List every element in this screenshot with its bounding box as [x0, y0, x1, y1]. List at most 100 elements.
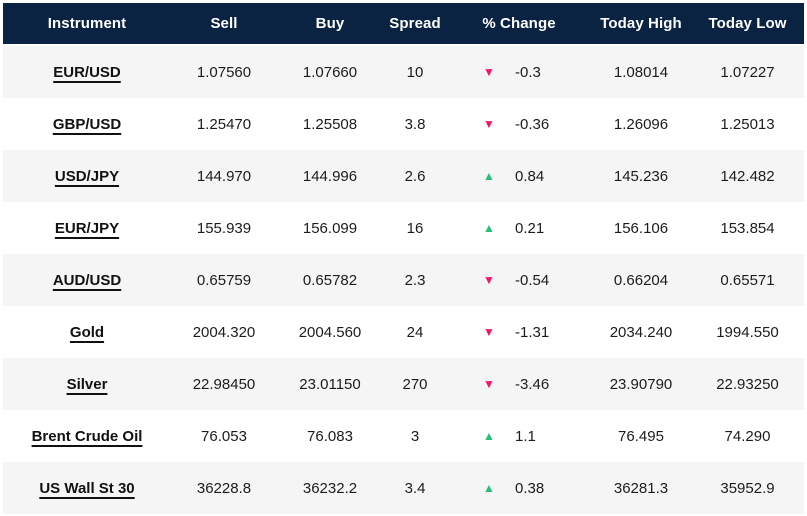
- down-arrow-icon: ▼: [483, 65, 495, 79]
- change-cell: ▲ 0.21: [447, 220, 591, 237]
- table-row: EUR/JPY 155.939 156.099 16 ▲ 0.21 156.106 153.8…: [3, 202, 804, 254]
- buy-value: 1.25508: [302, 115, 358, 133]
- change-value: 0.38: [515, 479, 545, 497]
- change-cell: ▼ -0.54: [447, 272, 591, 289]
- change-value: -0.36: [515, 115, 550, 133]
- change-value: -0.54: [515, 271, 550, 289]
- instrument-cell: Silver: [3, 376, 171, 393]
- table-row: US Wall St 30 36228.8 36232.2 3.4 ▲ 0.38 36281…: [3, 462, 804, 514]
- change-cell: ▼ -0.36: [447, 116, 591, 133]
- today-low-value: 22.93250: [716, 375, 779, 393]
- buy-value: 36232.2: [302, 479, 358, 497]
- up-arrow-icon: ▲: [483, 169, 495, 183]
- up-arrow-icon: ▲: [483, 429, 495, 443]
- down-arrow-icon: ▼: [483, 273, 495, 287]
- instrument-cell: EUR/USD: [3, 64, 171, 81]
- header-cell-today-high: Today High: [600, 15, 682, 32]
- header-cell-change: % Change: [482, 15, 556, 32]
- sell-value: 144.970: [196, 167, 252, 185]
- today-high-value: 156.106: [613, 219, 669, 237]
- instrument-cell: Brent Crude Oil: [3, 428, 171, 445]
- buy-value: 2004.560: [298, 323, 362, 341]
- buy-value: 23.01150: [299, 375, 361, 393]
- today-high-value: 2034.240: [609, 323, 673, 341]
- change-value: -0.3: [515, 63, 541, 81]
- header-cell-today-low: Today Low: [708, 15, 787, 32]
- today-low-value: 1.07227: [720, 63, 775, 81]
- instrument-link[interactable]: EUR/JPY: [54, 219, 120, 237]
- sell-value: 155.939: [196, 219, 252, 237]
- spread-value: 10: [406, 63, 424, 81]
- instrument-link[interactable]: Brent Crude Oil: [31, 427, 143, 445]
- sell-value: 22.98450: [192, 375, 256, 393]
- spread-value: 3.4: [404, 479, 426, 497]
- instrument-link[interactable]: Silver: [66, 375, 108, 393]
- instrument-cell: US Wall St 30: [3, 480, 171, 497]
- change-value: 0.21: [515, 219, 545, 237]
- today-high-value: 36281.3: [613, 479, 669, 497]
- spread-value: 270: [402, 375, 428, 393]
- today-high-value: 76.495: [618, 427, 664, 445]
- sell-value: 2004.320: [192, 323, 256, 341]
- change-cell: ▼ -1.31: [447, 324, 591, 341]
- table-row: Silver 22.98450 23.01150 270 ▼ -3.46 23.90790 2…: [3, 358, 804, 410]
- instrument-link[interactable]: GBP/USD: [52, 115, 122, 133]
- today-high-value: 23.90790: [609, 375, 673, 393]
- spread-value: 16: [406, 219, 424, 237]
- sell-value: 1.07560: [196, 63, 252, 81]
- spread-value: 2.6: [404, 167, 426, 185]
- today-low-value: 35952.9: [720, 479, 775, 497]
- instrument-cell: EUR/JPY: [3, 220, 171, 237]
- today-high-value: 0.66204: [613, 271, 669, 289]
- buy-value: 144.996: [302, 167, 358, 185]
- today-low-value: 0.65571: [720, 271, 775, 289]
- down-arrow-icon: ▼: [483, 117, 495, 131]
- instrument-link[interactable]: US Wall St 30: [39, 479, 135, 497]
- instrument-link[interactable]: USD/JPY: [54, 167, 120, 185]
- instrument-link[interactable]: EUR/USD: [53, 63, 121, 81]
- sell-value: 0.65759: [196, 271, 252, 289]
- spread-value: 3: [410, 427, 420, 445]
- today-low-value: 142.482: [720, 167, 775, 185]
- table-row: GBP/USD 1.25470 1.25508 3.8 ▼ -0.36 1.26096 1.2…: [3, 98, 804, 150]
- spread-value: 2.3: [404, 271, 426, 289]
- today-low-value: 153.854: [720, 219, 775, 237]
- down-arrow-icon: ▼: [483, 377, 495, 391]
- table-row: EUR/USD 1.07560 1.07660 10 ▼ -0.3 1.08014 1.072…: [3, 46, 804, 98]
- table-header-row: Instrument Sell Buy Spread % Change Toda…: [3, 3, 804, 44]
- up-arrow-icon: ▲: [483, 221, 495, 235]
- table-body: EUR/USD 1.07560 1.07660 10 ▼ -0.3 1.08014 1.072…: [3, 46, 804, 514]
- table-row: AUD/USD 0.65759 0.65782 2.3 ▼ -0.54 0.66204 0.6…: [3, 254, 804, 306]
- change-cell: ▲ 0.38: [447, 480, 591, 497]
- today-high-value: 1.26096: [613, 115, 669, 133]
- change-value: 0.84: [515, 167, 545, 185]
- header-cell-sell: Sell: [210, 15, 238, 32]
- instrument-cell: Gold: [3, 324, 171, 341]
- sell-value: 1.25470: [196, 115, 252, 133]
- today-low-value: 74.290: [724, 427, 771, 445]
- table-row: USD/JPY 144.970 144.996 2.6 ▲ 0.84 145.236 142.…: [3, 150, 804, 202]
- buy-value: 156.099: [302, 219, 358, 237]
- header-cell-buy: Buy: [315, 15, 345, 32]
- down-arrow-icon: ▼: [483, 325, 495, 339]
- header-cell-instrument: Instrument: [47, 15, 127, 32]
- up-arrow-icon: ▲: [483, 481, 495, 495]
- sell-value: 76.053: [201, 427, 247, 445]
- instrument-link[interactable]: Gold: [69, 323, 105, 341]
- change-cell: ▼ -3.46: [447, 376, 591, 393]
- change-cell: ▼ -0.3: [447, 64, 591, 81]
- instrument-cell: GBP/USD: [3, 116, 171, 133]
- table-row: Brent Crude Oil 76.053 76.083 3 ▲ 1.1 76.495 74…: [3, 410, 804, 462]
- buy-value: 1.07660: [302, 63, 358, 81]
- spread-value: 24: [406, 323, 424, 341]
- change-cell: ▲ 0.84: [447, 168, 591, 185]
- change-value: -1.31: [515, 323, 550, 341]
- change-cell: ▲ 1.1: [447, 428, 591, 445]
- change-value: 1.1: [515, 427, 536, 445]
- spread-value: 3.8: [404, 115, 426, 133]
- today-low-value: 1.25013: [720, 115, 775, 133]
- instrument-price-table: Instrument Sell Buy Spread % Change Toda…: [3, 3, 804, 514]
- instrument-link[interactable]: AUD/USD: [52, 271, 122, 289]
- today-high-value: 1.08014: [613, 63, 669, 81]
- sell-value: 36228.8: [196, 479, 252, 497]
